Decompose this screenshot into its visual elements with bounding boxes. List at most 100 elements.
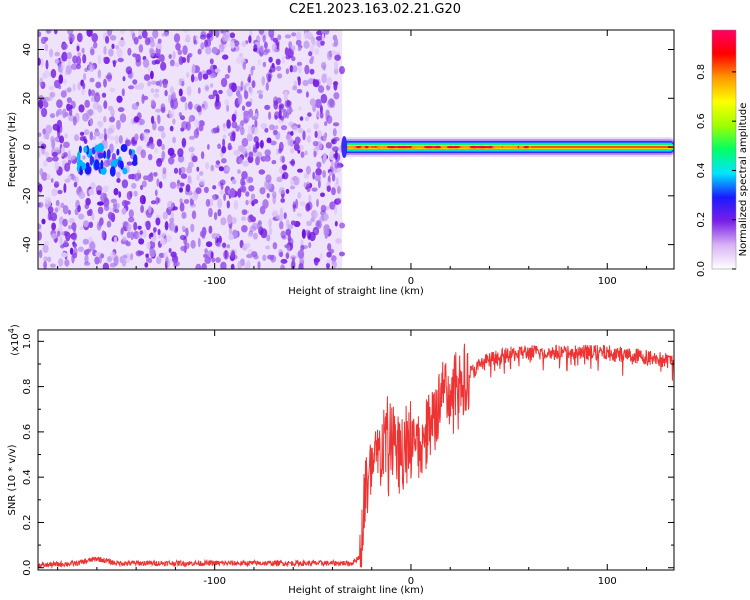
heatmap-noise-speck bbox=[143, 175, 149, 181]
heatmap-noise-speck bbox=[222, 134, 227, 140]
heatmap-noise-speck bbox=[38, 31, 42, 37]
heatmap-noise-speck bbox=[55, 110, 60, 118]
heatmap-noise-speck bbox=[266, 234, 271, 242]
heatmap-noise-speck bbox=[212, 89, 218, 97]
heatmap-noise-speck bbox=[145, 220, 151, 231]
heatmap-noise-speck bbox=[253, 254, 259, 260]
snr-y-exponent-power: 4 bbox=[7, 328, 16, 333]
heatmap-noise-speck bbox=[213, 212, 218, 221]
heatmap-noise-speck bbox=[212, 127, 220, 134]
heatmap-noise-speck bbox=[111, 153, 116, 160]
heatmap-noise-speck bbox=[301, 229, 306, 239]
snr-x-tick-label: -100 bbox=[203, 576, 226, 587]
heatmap-noise-speck bbox=[171, 222, 176, 232]
heatmap-noise-speck bbox=[71, 234, 77, 240]
heatmap-y-tick-label: 0 bbox=[22, 144, 33, 150]
heatmap-noise-speck bbox=[77, 52, 82, 57]
heatmap-noise-speck bbox=[168, 248, 172, 253]
heatmap-noise-speck bbox=[225, 166, 231, 172]
heatmap-noise-speck bbox=[196, 166, 200, 172]
heatmap-noise-speck bbox=[227, 65, 231, 74]
heatmap-noise-speck bbox=[231, 121, 238, 129]
heatmap-noise-speck bbox=[66, 103, 71, 111]
colorbar bbox=[711, 29, 737, 270]
heatmap-noise-speck bbox=[220, 30, 225, 34]
heatmap-noise-speck bbox=[68, 209, 71, 216]
heatmap-noise-speck bbox=[205, 198, 211, 207]
heatmap-noise-speck bbox=[253, 136, 259, 143]
heatmap-noise-speck bbox=[191, 210, 197, 220]
heatmap-noise-speck bbox=[104, 205, 110, 211]
heatmap-noise-speck bbox=[94, 256, 100, 265]
heatmap-noise-speck bbox=[206, 69, 212, 75]
heatmap-noise-speck bbox=[107, 30, 113, 37]
heatmap-noise-speck bbox=[51, 233, 57, 240]
heatmap-noise-speck bbox=[284, 244, 290, 249]
heatmap-noise-speck bbox=[290, 147, 295, 154]
heatmap-noise-speck bbox=[200, 42, 205, 50]
heatmap-noise-speck bbox=[233, 149, 241, 156]
heatmap-noise-speck bbox=[64, 162, 71, 172]
heatmap-noise-speck bbox=[171, 91, 177, 102]
heatmap-noise-speck bbox=[224, 74, 230, 79]
heatmap-noise-speck bbox=[222, 54, 229, 60]
heatmap-noise-speck bbox=[297, 128, 304, 133]
heatmap-noise-speck bbox=[294, 136, 301, 145]
heatmap-noise-speck bbox=[77, 246, 84, 253]
heatmap-noise-speck bbox=[61, 42, 68, 50]
heatmap-noise-speck bbox=[201, 226, 207, 237]
heatmap-noise-speck bbox=[78, 191, 86, 199]
heatmap-noise-speck bbox=[60, 244, 65, 249]
heatmap-noise-speck bbox=[57, 230, 61, 237]
heatmap-noise-speck bbox=[226, 104, 230, 112]
heatmap-noise-speck bbox=[313, 257, 319, 266]
heatmap-noise-speck bbox=[50, 263, 56, 268]
heatmap-noise-speck bbox=[281, 156, 285, 163]
heatmap-noise-speck bbox=[138, 30, 142, 36]
heatmap-noise-speck bbox=[180, 166, 186, 174]
heatmap-noise-speck bbox=[109, 35, 117, 41]
heatmap-noise-speck bbox=[238, 157, 243, 165]
heatmap-noise-speck bbox=[331, 187, 336, 196]
heatmap-noise-speck bbox=[103, 100, 108, 110]
heatmap-noise-speck bbox=[267, 73, 272, 83]
heatmap-noise-speck bbox=[264, 127, 269, 133]
heatmap-noise-speck bbox=[68, 225, 72, 230]
heatmap-x-tick-label: -100 bbox=[203, 276, 226, 287]
heatmap-noise-speck bbox=[320, 204, 327, 213]
heatmap-noise-speck bbox=[312, 78, 316, 87]
heatmap-noise-speck bbox=[76, 45, 80, 52]
chart-title: C2E1.2023.163.02.21.G20 bbox=[288, 2, 462, 17]
heatmap-noise-peak bbox=[103, 150, 107, 159]
heatmap-noise-speck bbox=[180, 96, 187, 103]
heatmap-noise-speck bbox=[333, 92, 340, 100]
heatmap-noise-speck bbox=[141, 180, 147, 188]
heatmap-noise-speck bbox=[198, 71, 203, 81]
heatmap-noise-speck bbox=[158, 252, 165, 259]
heatmap-noise-speck bbox=[174, 62, 180, 67]
heatmap-noise-speck bbox=[58, 223, 63, 234]
heatmap-noise-speck bbox=[91, 33, 98, 43]
heatmap-noise-speck bbox=[195, 263, 202, 269]
heatmap-noise-speck bbox=[116, 119, 121, 130]
heatmap-noise-speck bbox=[212, 64, 217, 70]
heatmap-noise-speck bbox=[51, 188, 58, 197]
heatmap-noise-speck bbox=[43, 260, 47, 269]
heatmap-noise-speck bbox=[138, 118, 145, 126]
heatmap-signal-streak bbox=[446, 145, 455, 149]
heatmap-noise-speck bbox=[247, 76, 251, 83]
heatmap-noise-speck bbox=[210, 83, 214, 88]
heatmap-noise-speck bbox=[63, 141, 70, 148]
heatmap-noise-speck bbox=[54, 147, 61, 153]
heatmap-noise-speck bbox=[324, 121, 328, 126]
heatmap-noise-speck bbox=[83, 220, 89, 228]
heatmap-noise-speck bbox=[163, 252, 168, 259]
heatmap-noise-speck bbox=[41, 107, 48, 118]
heatmap-noise-speck bbox=[67, 87, 72, 93]
heatmap-noise-speck bbox=[97, 206, 104, 215]
heatmap-noise-speck bbox=[51, 139, 56, 150]
heatmap-noise-speck bbox=[149, 142, 155, 150]
heatmap-noise-speck bbox=[60, 252, 68, 258]
heatmap-noise-speck bbox=[319, 112, 324, 119]
heatmap-noise-speck bbox=[327, 50, 332, 61]
